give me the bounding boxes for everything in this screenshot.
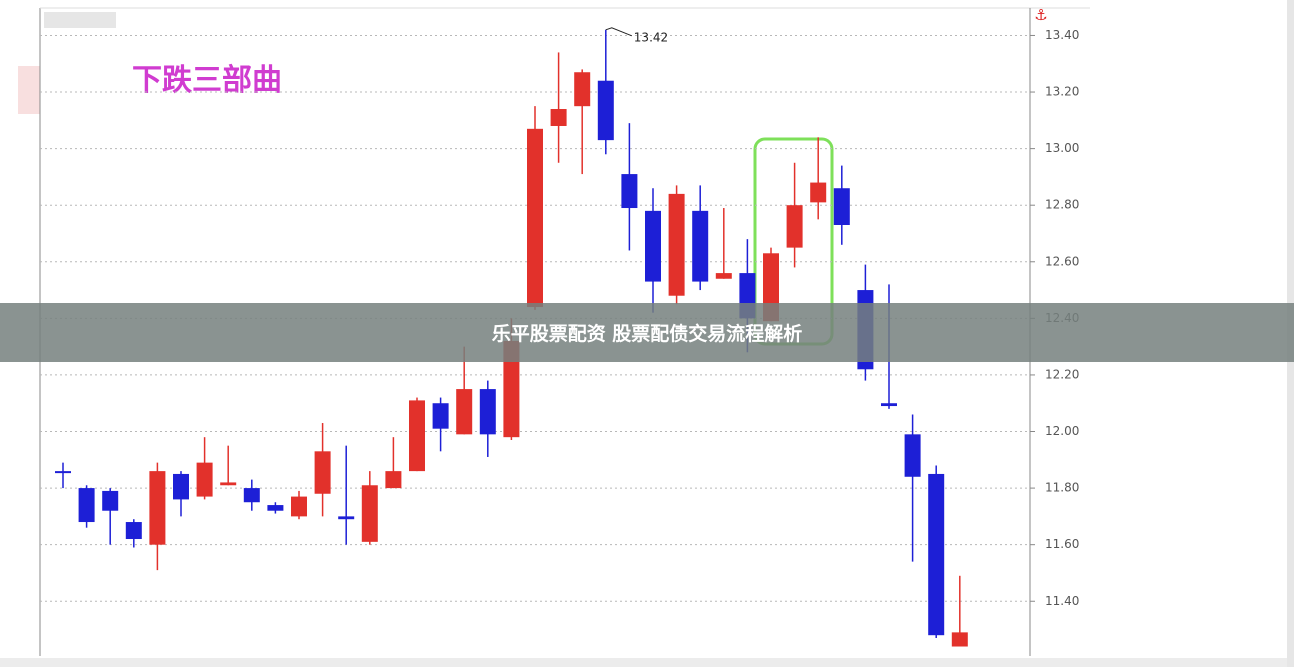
- candle-body: [810, 182, 827, 203]
- watermark: [44, 12, 116, 28]
- y-tick-label: 12.00: [1045, 424, 1079, 438]
- candle-body: [55, 471, 71, 474]
- annotation-label: 13.42: [634, 30, 668, 44]
- candle-body: [786, 205, 803, 248]
- candle-body: [267, 505, 284, 511]
- y-tick-label: 13.40: [1045, 28, 1079, 42]
- y-tick-label: 12.60: [1045, 254, 1079, 268]
- candle-body: [833, 188, 850, 225]
- candle-body: [550, 109, 567, 126]
- candle-body: [668, 193, 685, 296]
- candle-body: [951, 632, 968, 647]
- candle-body: [456, 389, 473, 435]
- y-tick-label: 12.80: [1045, 198, 1079, 212]
- candle-body: [338, 516, 355, 520]
- candle-body: [243, 488, 260, 503]
- candle-body: [574, 72, 591, 107]
- candle-body: [928, 473, 945, 636]
- candle-body: [503, 340, 520, 438]
- candle-body: [527, 128, 543, 308]
- page-footer: [0, 658, 1287, 667]
- chart-title: 下跌三部曲: [132, 63, 282, 98]
- candle-body: [645, 210, 661, 282]
- candle-body: [361, 485, 378, 542]
- candle-body: [715, 273, 732, 279]
- y-tick-label: 12.20: [1045, 367, 1079, 381]
- candle-body: [78, 488, 95, 523]
- candle-body: [102, 490, 119, 511]
- candle-body: [149, 471, 166, 545]
- candle-body: [409, 400, 425, 472]
- candle-body: [385, 471, 402, 489]
- y-tick-label: 11.60: [1045, 537, 1079, 551]
- annotation-leader: [605, 27, 632, 37]
- y-tick-label: 11.80: [1045, 481, 1079, 495]
- candle-body: [173, 473, 189, 500]
- y-tick-label: 13.20: [1045, 85, 1079, 99]
- banner-title: 乐平股票配资 股票配债交易流程解析: [0, 303, 1294, 362]
- candle-body: [881, 403, 897, 407]
- decor: [18, 66, 40, 114]
- axis-icon: ⚓: [1034, 6, 1047, 24]
- candle-body: [692, 210, 709, 282]
- y-tick-label: 13.00: [1045, 141, 1079, 155]
- candle-body: [621, 174, 638, 209]
- candle-body: [314, 451, 331, 494]
- candle-body: [432, 403, 449, 429]
- candle-body: [196, 462, 213, 497]
- candle-body: [291, 496, 307, 517]
- candle-body: [125, 522, 142, 540]
- y-tick-label: 11.40: [1045, 594, 1079, 608]
- candle-body: [597, 80, 614, 141]
- candle-body: [904, 434, 921, 477]
- candle-body: [479, 389, 496, 435]
- candle-body: [220, 482, 237, 486]
